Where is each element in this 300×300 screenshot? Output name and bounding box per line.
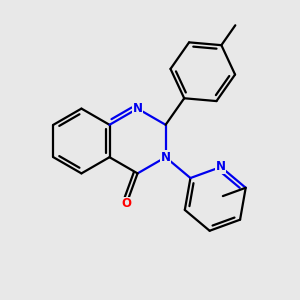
- Text: N: N: [160, 151, 171, 164]
- Text: N: N: [216, 160, 226, 173]
- Text: O: O: [122, 197, 131, 210]
- Text: N: N: [133, 102, 142, 115]
